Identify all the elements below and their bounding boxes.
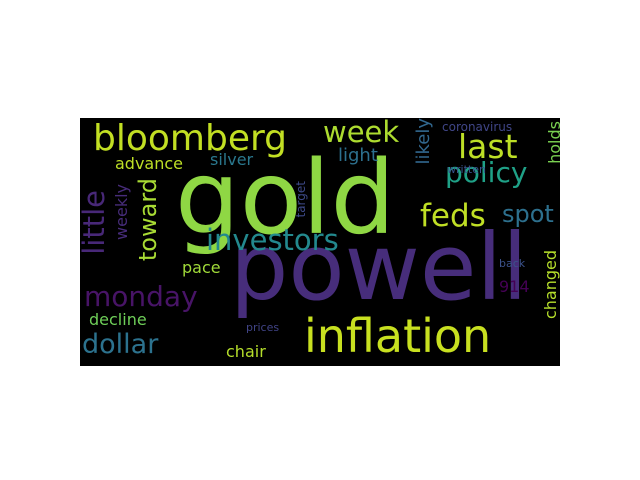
word-chair: chair	[226, 342, 266, 361]
word-bloomberg: bloomberg	[93, 118, 287, 159]
word-advance: advance	[115, 154, 184, 173]
word-gold: gold	[175, 139, 396, 258]
word-spot: spot	[502, 200, 554, 228]
word-914: 914	[499, 277, 530, 296]
word-policy: policy	[445, 156, 528, 189]
word-toward: toward	[134, 178, 162, 262]
word-silver: silver	[210, 150, 254, 169]
word-changed: changed	[541, 250, 560, 320]
word-monday: monday	[84, 280, 198, 313]
word-feds: feds	[420, 198, 486, 234]
word-prices: prices	[246, 321, 280, 334]
word-likely: likely	[413, 118, 434, 165]
word-weekly: weekly	[112, 184, 131, 240]
word-cloud: gold powell inflation bloomberg investors las…	[80, 118, 560, 366]
word-holds: holds	[545, 121, 560, 164]
word-powell: powell	[230, 214, 528, 321]
word-investors: investors	[206, 223, 339, 257]
word-last: last	[458, 127, 518, 166]
word-inflation: inflation	[304, 309, 492, 363]
word-target: target	[294, 181, 308, 218]
word-light: light	[338, 145, 378, 166]
word-decline: decline	[89, 310, 147, 329]
word-dollar: dollar	[82, 329, 159, 360]
word-coronavirus: coronavirus	[442, 120, 513, 134]
word-pace: pace	[182, 258, 221, 277]
word-week: week	[323, 118, 400, 149]
word-written: written	[447, 163, 486, 176]
word-back: back	[499, 257, 526, 270]
word-little: little	[80, 190, 111, 255]
